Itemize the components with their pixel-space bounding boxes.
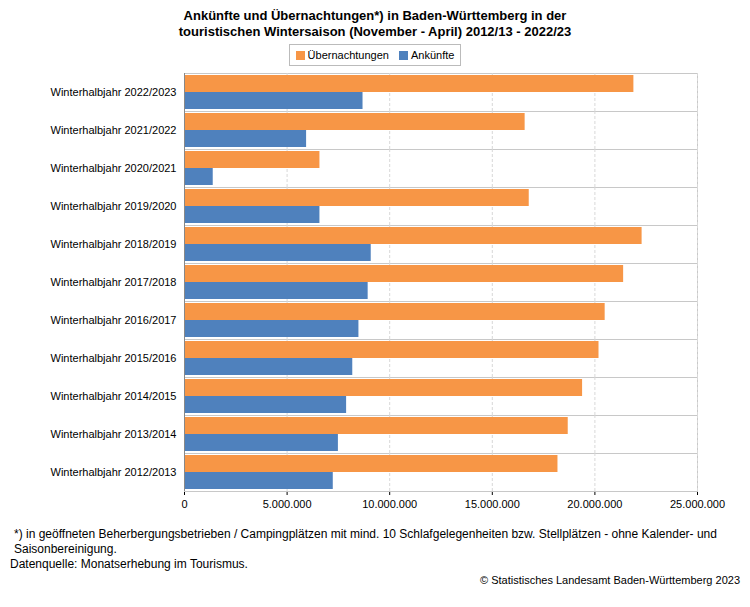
svg-text:10.000.000: 10.000.000	[362, 498, 417, 510]
html-text:Datenquelle: Monatserhebung im: Datenquelle: Monatserhebung im Tourismus…	[10, 557, 248, 571]
svg-text:Winterhalbjahr 2015/2016: Winterhalbjahr 2015/2016	[51, 352, 177, 364]
html-text:© Statistisches Landesamt Bade: © Statistisches Landesamt Baden-Württemb…	[480, 574, 740, 586]
svg-text:Winterhalbjahr 2021/2022: Winterhalbjahr 2021/2022	[51, 124, 177, 136]
svg-text:Winterhalbjahr 2012/2013: Winterhalbjahr 2012/2013	[51, 466, 177, 478]
svg-text:Winterhalbjahr 2017/2018: Winterhalbjahr 2017/2018	[51, 276, 177, 288]
svg-text:15.000.000: 15.000.000	[465, 498, 520, 510]
svg-text:25.000.000: 25.000.000	[670, 498, 725, 510]
svg-text:Winterhalbjahr 2020/2021: Winterhalbjahr 2020/2021	[51, 162, 177, 174]
svg-text:Winterhalbjahr 2022/2023: Winterhalbjahr 2022/2023	[51, 86, 177, 98]
svg-text:Winterhalbjahr 2018/2019: Winterhalbjahr 2018/2019	[51, 238, 177, 250]
svg-text:5.000.000: 5.000.000	[263, 498, 312, 510]
html-text:*) in geöffneten Beherbergungs: *) in geöffneten Beherbergungsbetrieben …	[14, 527, 717, 556]
html-text:Ankünfte und Übernachtungen*): Ankünfte und Übernachtungen*) in Baden-W…	[178, 8, 572, 39]
svg-text:Winterhalbjahr 2013/2014: Winterhalbjahr 2013/2014	[51, 428, 177, 440]
svg-text:20.000.000: 20.000.000	[567, 498, 622, 510]
svg-text:Winterhalbjahr 2016/2017: Winterhalbjahr 2016/2017	[51, 314, 177, 326]
svg-text:0: 0	[181, 498, 187, 510]
html-text:Übernachtungen: Übernachtungen	[307, 49, 389, 61]
html-text:Ankünfte: Ankünfte	[411, 49, 455, 61]
svg-text:Winterhalbjahr 2019/2020: Winterhalbjahr 2019/2020	[51, 200, 177, 212]
svg-text:Winterhalbjahr 2014/2015: Winterhalbjahr 2014/2015	[51, 390, 177, 402]
